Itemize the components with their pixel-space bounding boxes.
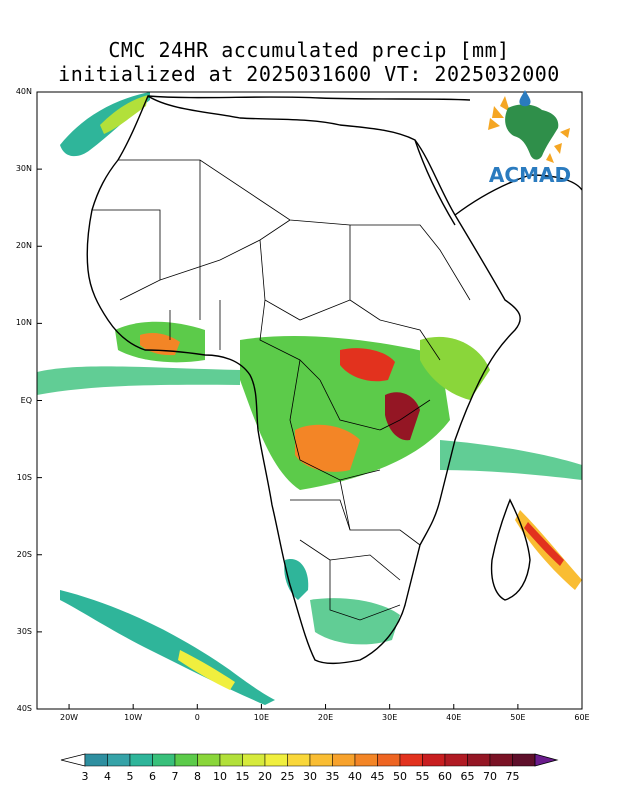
colorbar-label: 50 xyxy=(393,770,407,783)
colorbar-label: 70 xyxy=(483,770,497,783)
colorbar-swatch xyxy=(242,753,266,767)
colorbar-over-triangle xyxy=(534,753,559,767)
red-sea-coast xyxy=(414,139,456,226)
precip-patch-indian-ocean xyxy=(440,440,582,480)
precip-patch-great-lakes xyxy=(385,392,420,441)
precip-patch-angola-west xyxy=(284,559,309,600)
precip-patch-central-core-1 xyxy=(295,424,360,472)
colorbar-swatch xyxy=(354,753,378,767)
y-tick-label: 30S xyxy=(16,626,32,636)
colorbar-swatch xyxy=(489,753,513,767)
colorbar-label: 25 xyxy=(280,770,295,783)
colorbar-label: 3 xyxy=(81,770,89,783)
raindrop-icon xyxy=(519,90,531,107)
y-tick-label: 40N xyxy=(15,87,32,96)
x-tick-label: 0 xyxy=(194,713,200,722)
x-tick-label: 20E xyxy=(317,713,334,722)
colorbar xyxy=(60,753,559,767)
colorbar-swatch xyxy=(444,753,468,767)
colorbar-swatch xyxy=(512,753,536,767)
x-tick-label: 10E xyxy=(253,713,270,722)
colorbar-label: 55 xyxy=(415,770,430,783)
colorbar-swatch xyxy=(287,753,311,767)
africa-silhouette-icon xyxy=(505,104,559,160)
colorbar-label: 7 xyxy=(171,770,179,783)
colorbar-swatch xyxy=(219,753,243,767)
colorbar-swatch xyxy=(399,753,423,767)
precip-patch-atlantic-north-core xyxy=(100,95,148,134)
x-tick-label: 50E xyxy=(510,713,526,722)
x-tick-label: 10W xyxy=(124,713,143,722)
colorbar-label: 60 xyxy=(438,770,452,783)
colorbar-swatch xyxy=(309,753,333,767)
x-tick-label: 40E xyxy=(446,713,462,722)
colorbar-label: 45 xyxy=(370,770,385,783)
colorbar-label: 30 xyxy=(303,770,317,783)
y-tick-label: 20N xyxy=(15,241,32,251)
precip-patch-south-atlantic-core xyxy=(178,650,235,690)
acmad-logo-text: ACMAD xyxy=(488,163,572,187)
y-tick-label: 10S xyxy=(16,472,32,482)
precip-patch-south-africa xyxy=(310,598,400,645)
y-tick-label: 10N xyxy=(15,318,32,328)
colorbar-swatch xyxy=(332,753,356,767)
map-title-line-2: initialized at 2025031600 VT: 2025032000 xyxy=(58,62,560,86)
y-tick-label: EQ xyxy=(20,395,32,405)
colorbar-label: 8 xyxy=(194,770,201,783)
colorbar-label: 35 xyxy=(325,770,340,783)
map-title-line-1: CMC 24HR accumulated precip [mm] xyxy=(108,38,510,62)
colorbar-swatch xyxy=(264,753,288,767)
colorbar-under-triangle xyxy=(60,753,86,767)
colorbar-label: 10 xyxy=(213,770,227,783)
madagascar-coastline xyxy=(490,498,531,601)
precip-patch-central-africa xyxy=(240,335,450,490)
x-tick-label: 60E xyxy=(574,713,590,722)
x-tick-label: 30E xyxy=(382,713,398,722)
colorbar-label: 5 xyxy=(126,770,134,783)
colorbar-swatch xyxy=(467,753,491,767)
arabia-coastline xyxy=(454,174,582,216)
colorbar-swatch xyxy=(422,753,446,767)
sun-rays-icon xyxy=(488,96,570,163)
precip-patch-central-core-2 xyxy=(340,348,395,382)
x-tick-label: 20W xyxy=(60,713,79,722)
colorbar-swatch xyxy=(107,753,131,767)
precip-patch-madagascar-core xyxy=(524,522,564,566)
coastlines xyxy=(86,94,582,665)
colorbar-label: 75 xyxy=(505,770,520,783)
colorbar-label: 65 xyxy=(460,770,475,783)
colorbar-swatch xyxy=(129,753,153,767)
colorbar-swatch xyxy=(152,753,176,767)
y-tick-label: 20S xyxy=(16,549,32,559)
colorbar-swatch xyxy=(377,753,401,767)
acmad-logo xyxy=(488,90,570,163)
colorbar-label: 4 xyxy=(104,770,111,783)
colorbar-label: 40 xyxy=(348,770,362,783)
country-borders xyxy=(92,159,471,621)
colorbar-label: 6 xyxy=(149,770,156,783)
colorbar-swatch xyxy=(174,753,198,767)
colorbar-label: 20 xyxy=(258,770,272,783)
precip-patch-east-africa xyxy=(420,336,490,400)
europe-coastline xyxy=(147,95,471,101)
colorbar-swatch xyxy=(197,753,221,767)
africa-coastline xyxy=(86,94,521,665)
y-tick-label: 40S xyxy=(16,704,32,713)
precip-patch-eq-atlantic xyxy=(37,366,240,395)
colorbar-label: 15 xyxy=(235,770,250,783)
axis-ticks xyxy=(37,91,583,710)
colorbar-swatch xyxy=(84,753,108,767)
y-tick-label: 30N xyxy=(15,164,32,174)
